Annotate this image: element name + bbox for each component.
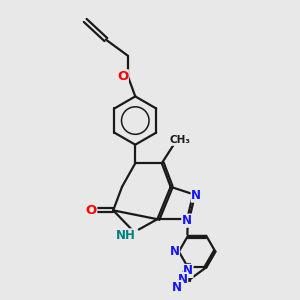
- Text: N: N: [183, 264, 193, 278]
- Text: CH₃: CH₃: [170, 135, 191, 145]
- Text: N: N: [172, 280, 182, 294]
- Text: N: N: [169, 245, 179, 258]
- Text: O: O: [85, 204, 97, 217]
- Text: NH: NH: [116, 229, 136, 242]
- Text: N: N: [178, 273, 188, 286]
- Text: N: N: [182, 214, 192, 227]
- Text: N: N: [191, 189, 201, 202]
- Text: O: O: [117, 70, 128, 83]
